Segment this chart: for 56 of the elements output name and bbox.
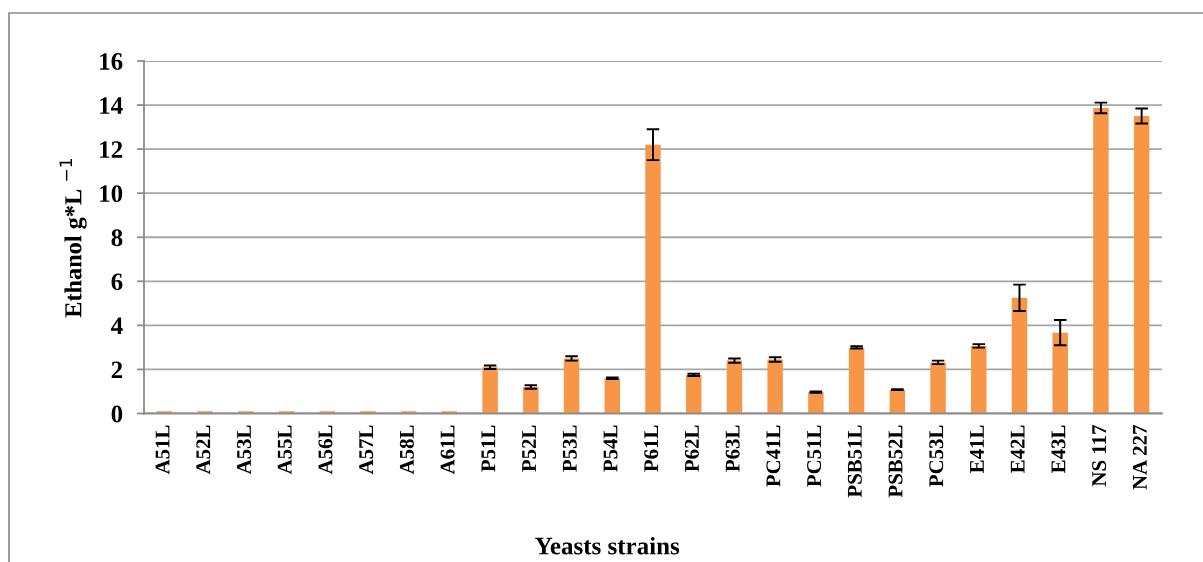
bar bbox=[971, 345, 987, 414]
x-tick-label: E42L bbox=[1010, 425, 1025, 473]
y-tick-label: 8 bbox=[111, 229, 123, 247]
bar bbox=[1133, 116, 1150, 414]
x-tick-label: PSB51L bbox=[847, 425, 862, 498]
x-tick-label: NA 227 bbox=[1132, 425, 1147, 490]
y-axis-title: Ethanol g*L $^{−1}$ bbox=[59, 159, 87, 318]
bar bbox=[523, 387, 539, 414]
bar bbox=[1052, 332, 1068, 414]
x-tick-label: P53L bbox=[562, 425, 577, 472]
y-tick-label: 4 bbox=[111, 317, 123, 335]
bar bbox=[930, 362, 946, 414]
bar bbox=[889, 389, 906, 414]
bar bbox=[726, 360, 743, 414]
x-tick-label: PC53L bbox=[929, 425, 944, 487]
x-tick-label: A53L bbox=[237, 425, 252, 475]
bar bbox=[685, 374, 702, 414]
x-axis-title: Yeasts strains bbox=[535, 536, 680, 555]
bar bbox=[808, 392, 824, 414]
x-tick-label: A52L bbox=[196, 425, 211, 475]
y-tick-label: 12 bbox=[100, 141, 123, 158]
x-tick-label: PC41L bbox=[766, 425, 781, 487]
x-tick-label: E41L bbox=[970, 425, 984, 473]
y-tick-label: 10 bbox=[100, 185, 123, 203]
x-tick-label: A58L bbox=[399, 425, 414, 475]
y-tick-label: 6 bbox=[111, 273, 123, 291]
bar bbox=[604, 378, 621, 414]
x-tick-label: PSB52L bbox=[888, 425, 903, 498]
bar bbox=[360, 411, 376, 414]
x-tick-label: P62L bbox=[684, 425, 699, 472]
bar bbox=[563, 358, 580, 414]
y-tick-label: 16 bbox=[100, 53, 123, 70]
x-tick-label: NS 117 bbox=[1092, 425, 1107, 487]
x-tick-label: PC51L bbox=[807, 425, 822, 487]
x-tick-label: P52L bbox=[522, 425, 537, 472]
y-tick-label: 14 bbox=[100, 97, 123, 114]
y-tick-label: 0 bbox=[111, 405, 123, 423]
bar bbox=[238, 411, 254, 414]
x-tick-label: P63L bbox=[725, 425, 740, 472]
x-tick-label: A55L bbox=[277, 425, 292, 475]
x-tick-label: P51L bbox=[481, 425, 496, 472]
bar bbox=[767, 359, 783, 414]
bar bbox=[197, 411, 213, 414]
bar bbox=[645, 144, 661, 414]
y-tick-label: 2 bbox=[111, 361, 123, 379]
x-tick-label: A57L bbox=[359, 425, 374, 475]
x-tick-label: A61L bbox=[440, 425, 455, 475]
bar bbox=[848, 347, 865, 414]
x-tick-label: P54L bbox=[603, 425, 618, 472]
x-tick-label: A56L bbox=[318, 425, 333, 475]
bar bbox=[1093, 107, 1109, 414]
bar bbox=[1011, 297, 1028, 414]
x-tick-label: E43L bbox=[1051, 425, 1066, 473]
bar bbox=[482, 367, 498, 414]
x-tick-label: A51L bbox=[155, 425, 170, 475]
x-tick-label: P61L bbox=[644, 425, 659, 472]
